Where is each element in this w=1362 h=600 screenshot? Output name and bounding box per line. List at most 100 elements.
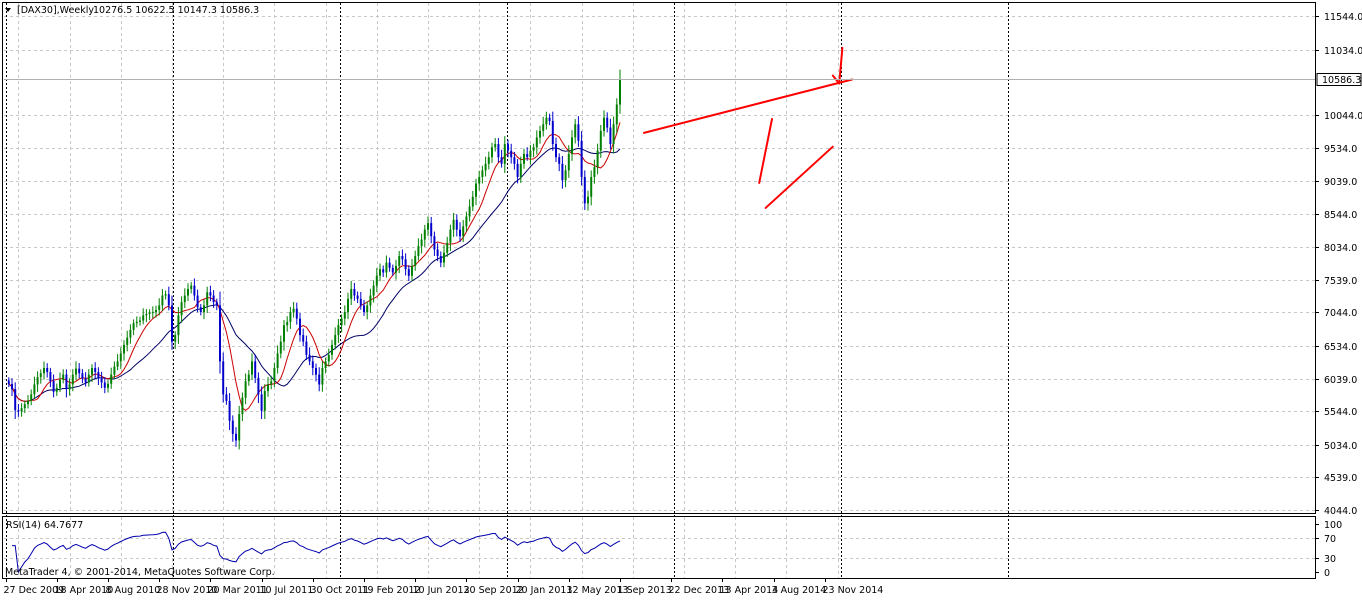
y-tick-label: 6039.0 [1324,375,1357,386]
x-tick-label: 28 Nov 2010 [157,585,218,596]
candle-body [615,104,618,125]
candle-body [577,124,580,141]
candle-body [539,130,541,138]
candle-body [382,269,385,273]
candle-body [110,374,113,384]
candle-body [11,383,13,390]
candle-body [260,394,263,411]
rsi-axis: 100 70 30 0 [1315,520,1342,579]
x-tick-label: 18 Apr 2010 [55,585,114,596]
candle-body [135,321,138,324]
rsi-tick-label: 70 [1324,534,1336,545]
candle-body [158,305,161,311]
candle-body [100,378,103,383]
x-tick-label: 19 Feb 2012 [362,585,421,596]
trendline[interactable] [643,78,853,134]
candle-body [423,229,426,240]
candle-body [43,367,45,374]
rsi-pane[interactable] [2,516,1316,579]
candle-body [241,397,244,415]
candle-body [526,153,529,158]
candle-body [459,229,461,237]
y-tick-label: 7539.0 [1324,276,1357,287]
x-tick-label: 3 Aug 2014 [772,585,827,596]
candle-body [462,226,465,237]
candle-body [331,344,333,355]
candle-body [535,137,538,148]
candle-body [142,315,145,321]
candle-body [7,380,10,384]
candle-body [337,325,340,336]
triangle-down-icon[interactable] [5,8,11,12]
candle-body [212,295,215,303]
candle-body [302,335,305,342]
candle-body [401,256,404,260]
candle-body [81,373,84,379]
candle-body [305,341,308,355]
y-tick-label: 5544.0 [1324,407,1357,418]
candle-body [27,400,29,405]
candle-body [161,295,164,306]
candle-body [20,408,23,412]
candle-body [145,313,148,316]
candle-body [36,377,39,385]
candle-body [340,318,343,326]
candle-body [417,246,420,257]
y-tick-label: 11544.0 [1324,12,1362,23]
candle-body [91,367,93,375]
price-pane[interactable] [2,2,1316,514]
copyright-text: MetaTrader 4, © 2001-2014, MetaQuotes So… [5,567,275,578]
x-tick-label: 30 Oct 2011 [311,585,370,596]
candle-body [155,310,157,313]
candle-body [254,361,257,378]
rsi-tick-label: 30 [1324,554,1336,565]
trendline[interactable] [758,118,773,184]
candle-body [519,163,522,177]
candle-body [123,344,125,354]
candle-body [311,361,314,368]
candle-body [299,318,301,336]
candle-body [283,325,285,342]
candle-body [235,433,237,441]
candle-body [318,374,321,385]
candle-body [286,321,289,326]
candle-body [574,124,577,138]
candle-body [103,382,106,388]
candle-body [548,117,551,121]
candle-body [507,144,509,151]
candle-body [375,275,378,286]
candle-body [398,256,401,266]
trendline[interactable] [764,145,834,209]
candle-body [446,242,449,253]
candle-body [68,384,71,390]
candle-body [558,157,561,164]
candle-body [324,361,327,368]
y-tick-label: 8544.0 [1324,210,1357,221]
rsi-label: RSI(14) 64.7677 [6,520,83,531]
rsi-plot [4,531,1315,574]
trendline[interactable] [838,46,844,85]
candle-body [84,378,87,383]
candle-body [55,387,58,392]
candle-body [75,368,77,375]
candle-body [411,265,413,276]
candle-body [334,335,337,345]
candle-body [174,335,177,342]
candle-body [500,157,503,164]
candle-body [225,394,228,401]
candle-body [292,308,295,313]
candle-body [257,377,260,395]
candle-body [353,288,356,296]
candle-body [308,354,311,362]
candle-body [529,150,532,158]
candle-body [545,117,548,125]
candle-body [30,394,33,401]
candle-body [481,170,484,177]
candle-body [273,367,276,382]
candle-body [244,381,247,398]
candle-body [612,124,615,145]
candle-body [238,414,241,441]
candle-body [247,374,250,382]
